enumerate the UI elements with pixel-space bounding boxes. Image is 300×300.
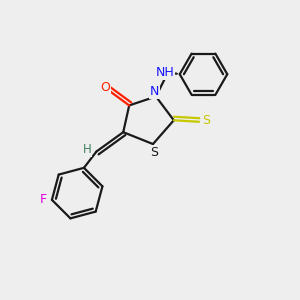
Text: N: N: [150, 85, 159, 98]
Text: S: S: [202, 114, 211, 127]
Text: NH: NH: [155, 66, 174, 79]
Text: H: H: [82, 142, 91, 156]
Text: S: S: [151, 146, 158, 159]
Text: O: O: [100, 81, 110, 94]
Text: F: F: [40, 194, 47, 206]
